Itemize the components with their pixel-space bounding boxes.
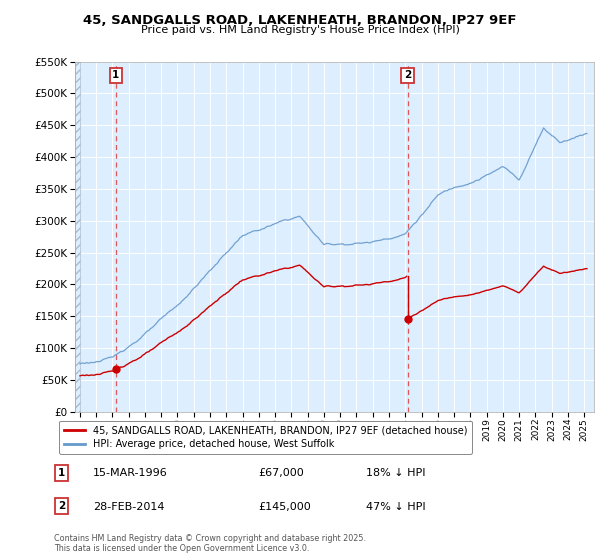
Text: Price paid vs. HM Land Registry's House Price Index (HPI): Price paid vs. HM Land Registry's House …: [140, 25, 460, 35]
Text: 28-FEB-2014: 28-FEB-2014: [93, 502, 164, 512]
Text: 2: 2: [404, 71, 412, 80]
Text: £145,000: £145,000: [258, 502, 311, 512]
Text: 1: 1: [58, 468, 65, 478]
Text: 2: 2: [58, 501, 65, 511]
Text: 15-MAR-1996: 15-MAR-1996: [93, 468, 168, 478]
Legend: 45, SANDGALLS ROAD, LAKENHEATH, BRANDON, IP27 9EF (detached house), HPI: Average: 45, SANDGALLS ROAD, LAKENHEATH, BRANDON,…: [59, 421, 472, 454]
Text: 18% ↓ HPI: 18% ↓ HPI: [366, 468, 425, 478]
Text: 45, SANDGALLS ROAD, LAKENHEATH, BRANDON, IP27 9EF: 45, SANDGALLS ROAD, LAKENHEATH, BRANDON,…: [83, 14, 517, 27]
Text: 1: 1: [112, 71, 119, 80]
Text: 47% ↓ HPI: 47% ↓ HPI: [366, 502, 425, 512]
Text: £67,000: £67,000: [258, 468, 304, 478]
Text: Contains HM Land Registry data © Crown copyright and database right 2025.
This d: Contains HM Land Registry data © Crown c…: [54, 534, 366, 553]
Polygon shape: [75, 62, 80, 412]
